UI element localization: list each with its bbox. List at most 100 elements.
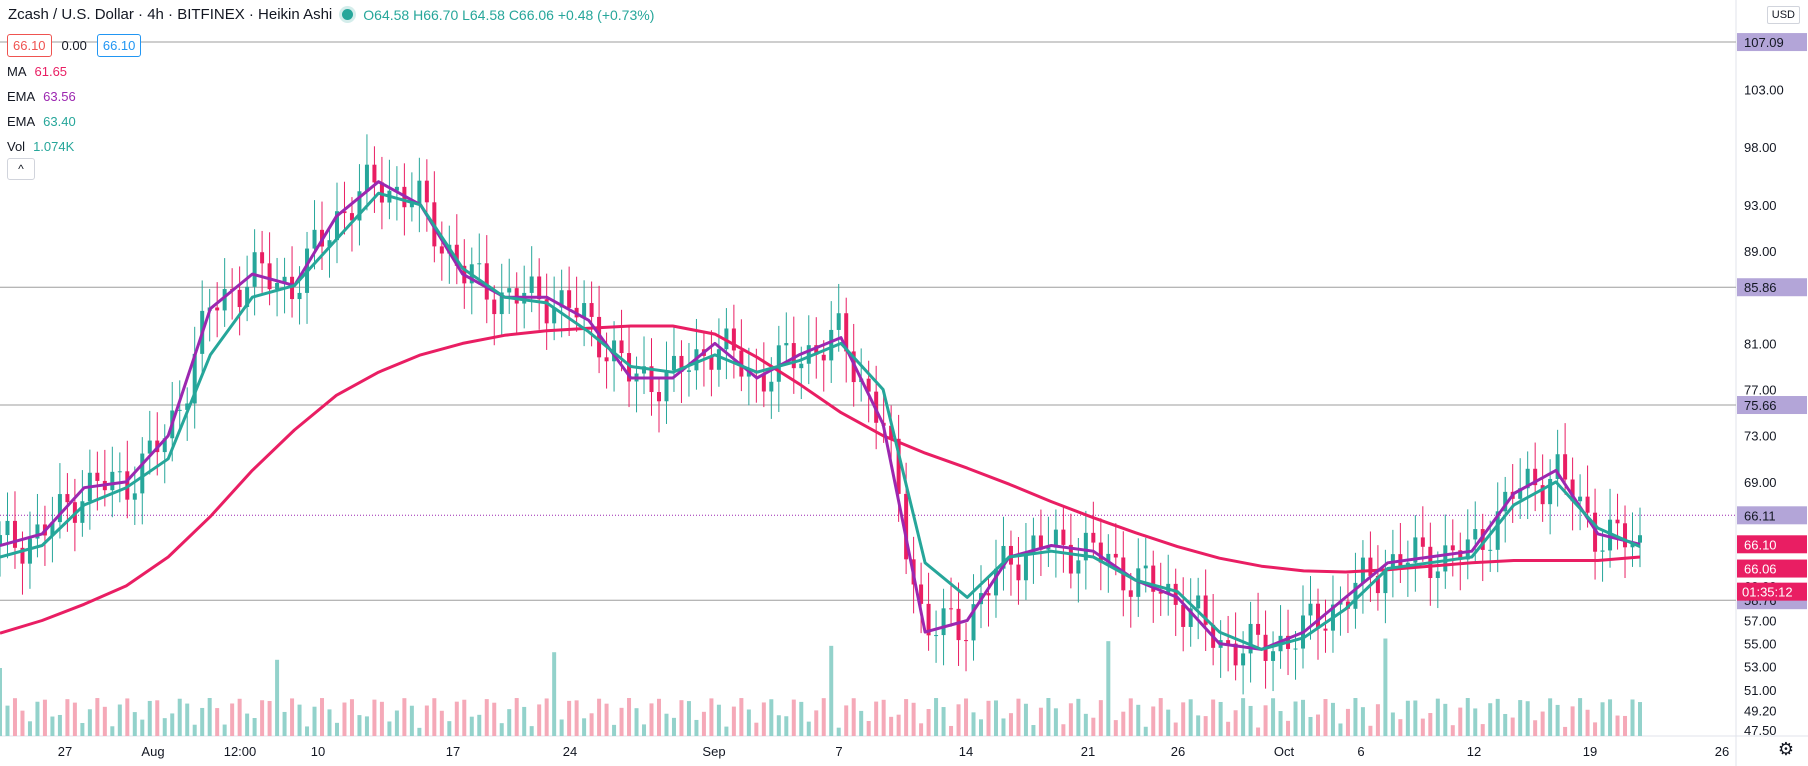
volume-bar <box>117 704 122 736</box>
countdown-tag-bg <box>1737 582 1807 601</box>
volume-bar <box>237 698 242 736</box>
volume-bar <box>200 707 205 736</box>
candle-body <box>1106 553 1111 563</box>
candle-body <box>477 263 482 265</box>
candle-body <box>1368 557 1373 576</box>
candle-body <box>1495 511 1500 550</box>
volume-bar <box>911 702 916 736</box>
indicator-ema-fast[interactable]: EMA 63.56 <box>7 89 76 104</box>
candle-body <box>716 349 721 370</box>
bid-price[interactable]: 66.10 <box>7 34 52 57</box>
volume-bar <box>57 714 62 736</box>
price-tag-bg <box>1737 33 1807 52</box>
volume-bar <box>956 704 961 736</box>
volume-bar <box>971 712 976 736</box>
candle-body <box>986 593 991 596</box>
candle-body <box>866 378 871 392</box>
volume-bar <box>529 726 534 736</box>
candle-body <box>529 276 534 293</box>
candle-body <box>1315 603 1320 629</box>
volume-bar <box>1458 707 1463 736</box>
candle-body <box>784 343 789 346</box>
volume-bar <box>1585 709 1590 736</box>
candle-body <box>1128 590 1133 597</box>
candle-body <box>1600 550 1605 552</box>
indicator-ma[interactable]: MA 61.65 <box>7 64 68 79</box>
symbol-title[interactable]: Zcash / U.S. Dollar · 4h · BITFINEX · He… <box>8 6 333 23</box>
volume-bar <box>656 698 661 736</box>
volume-bar <box>1143 726 1148 736</box>
candle-body <box>484 263 489 300</box>
indicator-ema-slow[interactable]: EMA 63.40 <box>7 114 76 129</box>
volume-bar <box>1600 702 1605 736</box>
candle-body <box>1248 623 1253 654</box>
candle-body <box>1383 569 1388 594</box>
bid-ask-box: 66.10 0.00 66.10 <box>7 34 142 57</box>
y-tick-label: 73.00 <box>1744 429 1777 444</box>
volume-bar <box>110 726 115 736</box>
candle-body <box>372 164 377 183</box>
candle-body <box>1083 532 1088 561</box>
volume-bar <box>20 710 25 736</box>
candle-body <box>132 493 137 500</box>
volume-bar <box>282 711 287 736</box>
candle-body <box>507 288 512 293</box>
volume-bar <box>1638 702 1642 736</box>
volume-bar <box>784 716 789 736</box>
volume-bar <box>162 718 167 736</box>
candle-body <box>237 289 242 308</box>
candle-body <box>814 345 819 355</box>
indicator-volume[interactable]: Vol 1.074K <box>7 139 75 154</box>
volume-bar <box>896 714 901 736</box>
volume-bar <box>357 715 362 736</box>
volume-bar <box>394 710 399 736</box>
volume-bar <box>417 727 422 736</box>
volume-bar <box>993 700 998 736</box>
volume-bar <box>432 698 437 736</box>
gear-icon[interactable]: ⚙ <box>1777 739 1794 759</box>
price-tag-label: 75.66 <box>1744 398 1777 413</box>
volume-bar <box>1203 716 1208 736</box>
candle-body <box>409 203 414 208</box>
candle-body <box>492 299 497 315</box>
volume-bar <box>1488 703 1493 736</box>
candle-body <box>20 547 25 564</box>
candle-body <box>5 520 10 536</box>
volume-bar <box>1435 698 1440 736</box>
candle-body <box>439 246 444 254</box>
volume-bar <box>1480 724 1485 736</box>
volume-bar <box>1555 704 1560 736</box>
volume-bar <box>1405 700 1410 736</box>
x-tick-label: 26 <box>1715 744 1729 759</box>
price-tag-bg <box>1737 278 1807 297</box>
candle-body <box>1098 542 1103 563</box>
y-tick-label: 103.00 <box>1744 82 1784 97</box>
candle-body <box>417 180 422 204</box>
ask-price[interactable]: 66.10 <box>96 34 142 57</box>
candle-body <box>1555 454 1560 479</box>
volume-bar <box>701 711 706 736</box>
volume-bar <box>716 704 721 736</box>
volume-bar <box>1151 706 1156 736</box>
volume-bar <box>499 723 504 736</box>
volume-bar <box>844 705 849 736</box>
volume-bar <box>776 715 781 736</box>
volume-bar <box>1076 698 1081 736</box>
candle-body <box>1271 651 1276 661</box>
candle-body <box>604 357 609 362</box>
candle-body <box>1413 537 1418 563</box>
candle-body <box>1031 535 1036 554</box>
currency-label[interactable]: USD <box>1766 6 1800 24</box>
volume-bar <box>1518 700 1523 736</box>
volume-bar <box>297 704 302 736</box>
volume-bar <box>851 698 856 736</box>
candle-body <box>656 392 661 402</box>
candle-body <box>1023 553 1028 581</box>
volume-bar <box>589 713 594 736</box>
x-tick-label: 12 <box>1467 744 1481 759</box>
collapse-indicators-button[interactable]: ^ <box>7 158 35 180</box>
volume-bar <box>754 722 759 736</box>
y-tick-label: 89.00 <box>1744 244 1777 259</box>
candle-body <box>95 472 100 481</box>
